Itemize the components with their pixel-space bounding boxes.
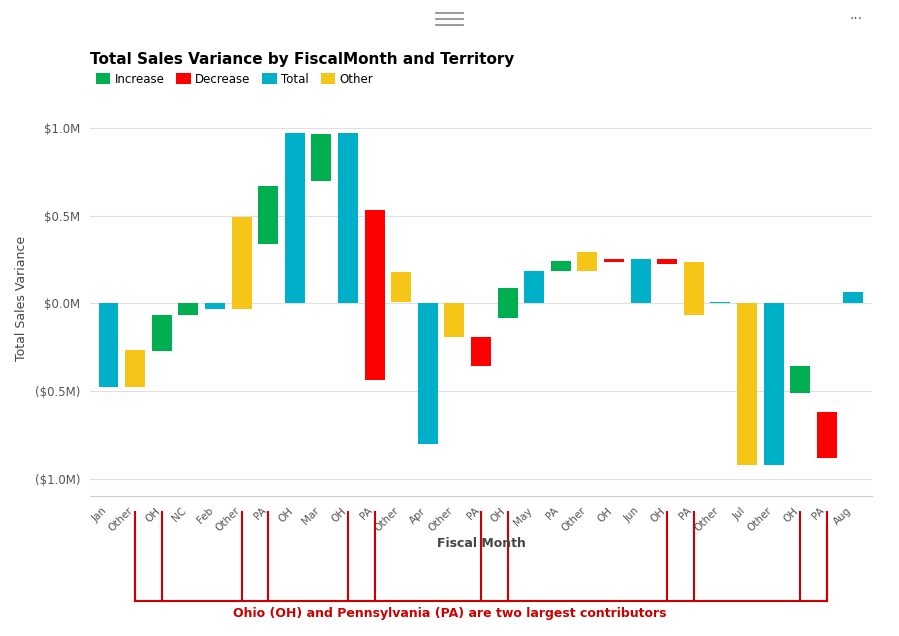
Bar [125,350,145,387]
Bar [524,271,544,303]
Bar [418,303,438,443]
Text: ···: ··· [850,12,863,26]
Bar [338,134,358,303]
Bar [285,134,305,303]
Text: Total Sales Variance by FiscalMonth and Territory: Total Sales Variance by FiscalMonth and … [90,52,514,67]
Y-axis label: Total Sales Variance: Total Sales Variance [14,237,28,361]
Bar [551,261,571,271]
Bar [311,134,332,181]
Bar [99,303,119,387]
Text: Fiscal Month: Fiscal Month [437,537,525,550]
Text: Ohio (OH) and Pennsylvania (PA) are two largest contributors: Ohio (OH) and Pennsylvania (PA) are two … [233,607,666,620]
Bar [205,303,225,308]
Bar [577,252,597,271]
Bar [178,303,199,315]
Bar [817,412,837,459]
Bar [444,303,465,338]
Bar [152,315,172,350]
Bar [790,366,810,392]
Bar [763,303,784,464]
Bar [737,303,757,464]
Bar [391,272,411,301]
Bar [497,287,518,318]
Bar [684,262,704,315]
Bar [630,259,651,303]
Bar [365,211,385,380]
Bar [843,292,863,303]
Bar [657,259,677,264]
Bar [232,218,252,308]
Bar [471,338,491,366]
Bar [604,259,624,262]
Bar [258,186,278,244]
Bar [710,301,730,303]
Legend: Increase, Decrease, Total, Other: Increase, Decrease, Total, Other [96,73,373,86]
